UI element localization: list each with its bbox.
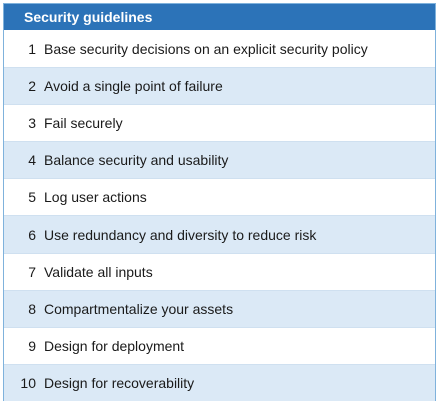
- guideline-row: 8 Compartmentalize your assets: [4, 289, 435, 327]
- guideline-row: 10 Design for recoverability: [4, 363, 435, 401]
- guideline-text: Avoid a single point of failure: [44, 78, 223, 95]
- guideline-number: 8: [28, 300, 36, 317]
- guideline-text: Balance security and usability: [44, 152, 229, 169]
- guideline-text: Design for deployment: [44, 337, 185, 354]
- guidelines-list: 1 Base security decisions on an explicit…: [4, 30, 435, 401]
- guideline-number: 6: [28, 226, 36, 243]
- guideline-text: Fail securely: [44, 115, 123, 132]
- guideline-number: 5: [28, 189, 36, 206]
- guideline-text: Use redundancy and diversity to reduce r…: [44, 226, 317, 243]
- guideline-row: 7 Validate all inputs: [4, 252, 435, 290]
- guideline-number: 7: [28, 263, 36, 280]
- guideline-row: 4 Balance security and usability: [4, 141, 435, 179]
- guideline-text: Log user actions: [44, 189, 147, 206]
- guideline-row: 6 Use redundancy and diversity to reduce…: [4, 215, 435, 253]
- guideline-text: Validate all inputs: [44, 263, 153, 280]
- guideline-row: 9 Design for deployment: [4, 326, 435, 364]
- guideline-text: Design for recoverability: [44, 374, 195, 391]
- guideline-row: 1 Base security decisions on an explicit…: [4, 30, 435, 67]
- guideline-number: 1: [28, 40, 36, 57]
- guideline-row: 2 Avoid a single point of failure: [4, 67, 435, 105]
- guideline-number: 9: [28, 337, 36, 354]
- guideline-number: 4: [28, 152, 36, 169]
- table-header-title: Security guidelines: [4, 4, 435, 30]
- guideline-row: 5 Log user actions: [4, 178, 435, 215]
- guideline-text: Base security decisions on an explicit s…: [44, 40, 368, 57]
- guideline-number: 2: [28, 78, 36, 95]
- guideline-number: 10: [20, 374, 36, 391]
- guideline-text: Compartmentalize your assets: [44, 300, 234, 317]
- guideline-row: 3 Fail securely: [4, 104, 435, 141]
- security-guidelines-table: Security guidelines 1 Base security deci…: [3, 3, 436, 401]
- guideline-number: 3: [28, 115, 36, 132]
